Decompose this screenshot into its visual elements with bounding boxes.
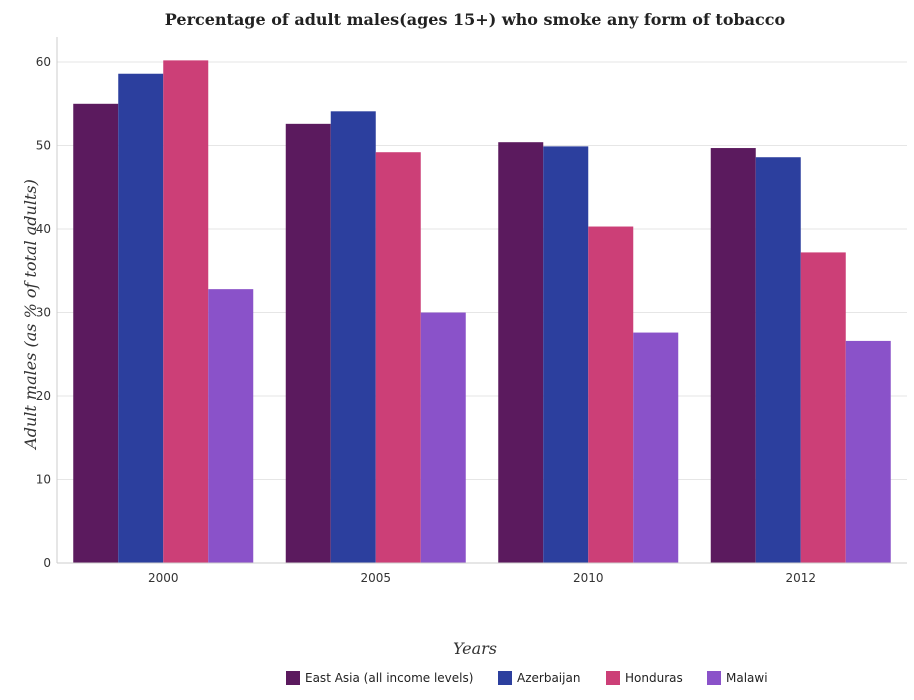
- y-tick-label: 60: [36, 55, 51, 69]
- legend-swatch: [707, 671, 721, 685]
- y-tick-label: 40: [36, 222, 51, 236]
- bar-azerbaijan-2012: [755, 157, 801, 563]
- legend: East Asia (all income levels) Azerbaijan H…: [286, 671, 768, 685]
- bar-malawi-2010: [633, 332, 679, 563]
- bar-east-asia-all-income-levels--2010: [498, 142, 544, 563]
- legend-label: Azerbaijan: [517, 671, 580, 685]
- bar-azerbaijan-2010: [543, 146, 589, 563]
- legend-label: Malawi: [726, 671, 768, 685]
- legend-label: Honduras: [625, 671, 683, 685]
- bar-malawi-2000: [208, 289, 254, 563]
- bar-malawi-2005: [420, 312, 466, 563]
- legend-swatch: [498, 671, 512, 685]
- chart-title: Percentage of adult males(ages 15+) who …: [165, 10, 786, 29]
- bar-honduras-2005: [375, 152, 421, 563]
- bar-malawi-2012: [845, 340, 891, 563]
- y-tick-label: 0: [43, 556, 51, 570]
- x-tick-label: 2005: [360, 571, 391, 585]
- bar-honduras-2012: [800, 252, 846, 563]
- legend-swatch: [286, 671, 300, 685]
- x-tick-label: 2010: [573, 571, 604, 585]
- bar-honduras-2010: [588, 226, 634, 563]
- x-axis-label: Years: [453, 639, 497, 658]
- bar-east-asia-all-income-levels--2000: [73, 103, 119, 564]
- axes: 0 10 20 30 40 50 60 2000 2005 2010 2012: [36, 37, 907, 585]
- legend-label: East Asia (all income levels): [305, 671, 473, 685]
- bar-azerbaijan-2000: [118, 73, 164, 563]
- y-tick-label: 20: [36, 389, 51, 403]
- y-tick-label: 50: [36, 139, 51, 153]
- bar-honduras-2000: [163, 60, 209, 563]
- y-tick-label: 10: [36, 473, 51, 487]
- y-axis-label: Adult males (as % of total adults): [21, 179, 40, 451]
- y-tick-label: 30: [36, 306, 51, 320]
- bar-east-asia-all-income-levels--2012: [710, 148, 756, 564]
- bar-east-asia-all-income-levels--2005: [285, 123, 331, 563]
- x-tick-label: 2000: [148, 571, 179, 585]
- legend-swatch: [606, 671, 620, 685]
- bar-azerbaijan-2005: [330, 111, 376, 564]
- bars: [73, 60, 891, 564]
- x-tick-label: 2012: [785, 571, 816, 585]
